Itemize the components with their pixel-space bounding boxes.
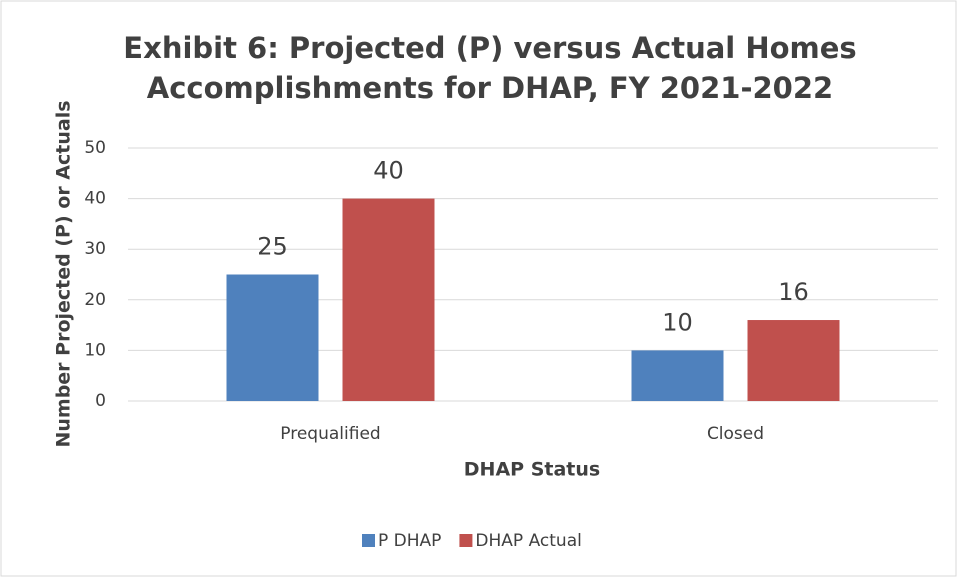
legend-swatch bbox=[459, 534, 473, 547]
x-tick-label: Closed bbox=[707, 424, 764, 444]
bar bbox=[342, 198, 435, 401]
data-label: 16 bbox=[778, 278, 809, 306]
data-label: 25 bbox=[257, 233, 288, 261]
bar bbox=[631, 350, 724, 401]
y-axis-label: Number Projected (P) or Actuals bbox=[53, 100, 75, 447]
data-label: 40 bbox=[373, 157, 404, 185]
y-tick-label: 0 bbox=[95, 391, 106, 411]
x-axis-label: DHAP Status bbox=[464, 459, 600, 481]
y-tick-label: 30 bbox=[84, 239, 106, 259]
legend-swatch bbox=[362, 534, 375, 547]
y-tick-label: 50 bbox=[84, 138, 106, 158]
legend-label: DHAP Actual bbox=[475, 531, 581, 551]
y-tick-label: 40 bbox=[84, 189, 106, 209]
bar bbox=[226, 274, 319, 401]
data-label: 10 bbox=[662, 308, 693, 336]
x-tick-label: Prequalified bbox=[280, 424, 380, 444]
bar bbox=[747, 320, 840, 401]
legend-label: P DHAP bbox=[378, 531, 441, 551]
y-tick-label: 20 bbox=[84, 290, 106, 310]
chart-title: Exhibit 6: Projected (P) versus Actual H… bbox=[123, 31, 856, 105]
y-tick-label: 10 bbox=[84, 340, 106, 360]
